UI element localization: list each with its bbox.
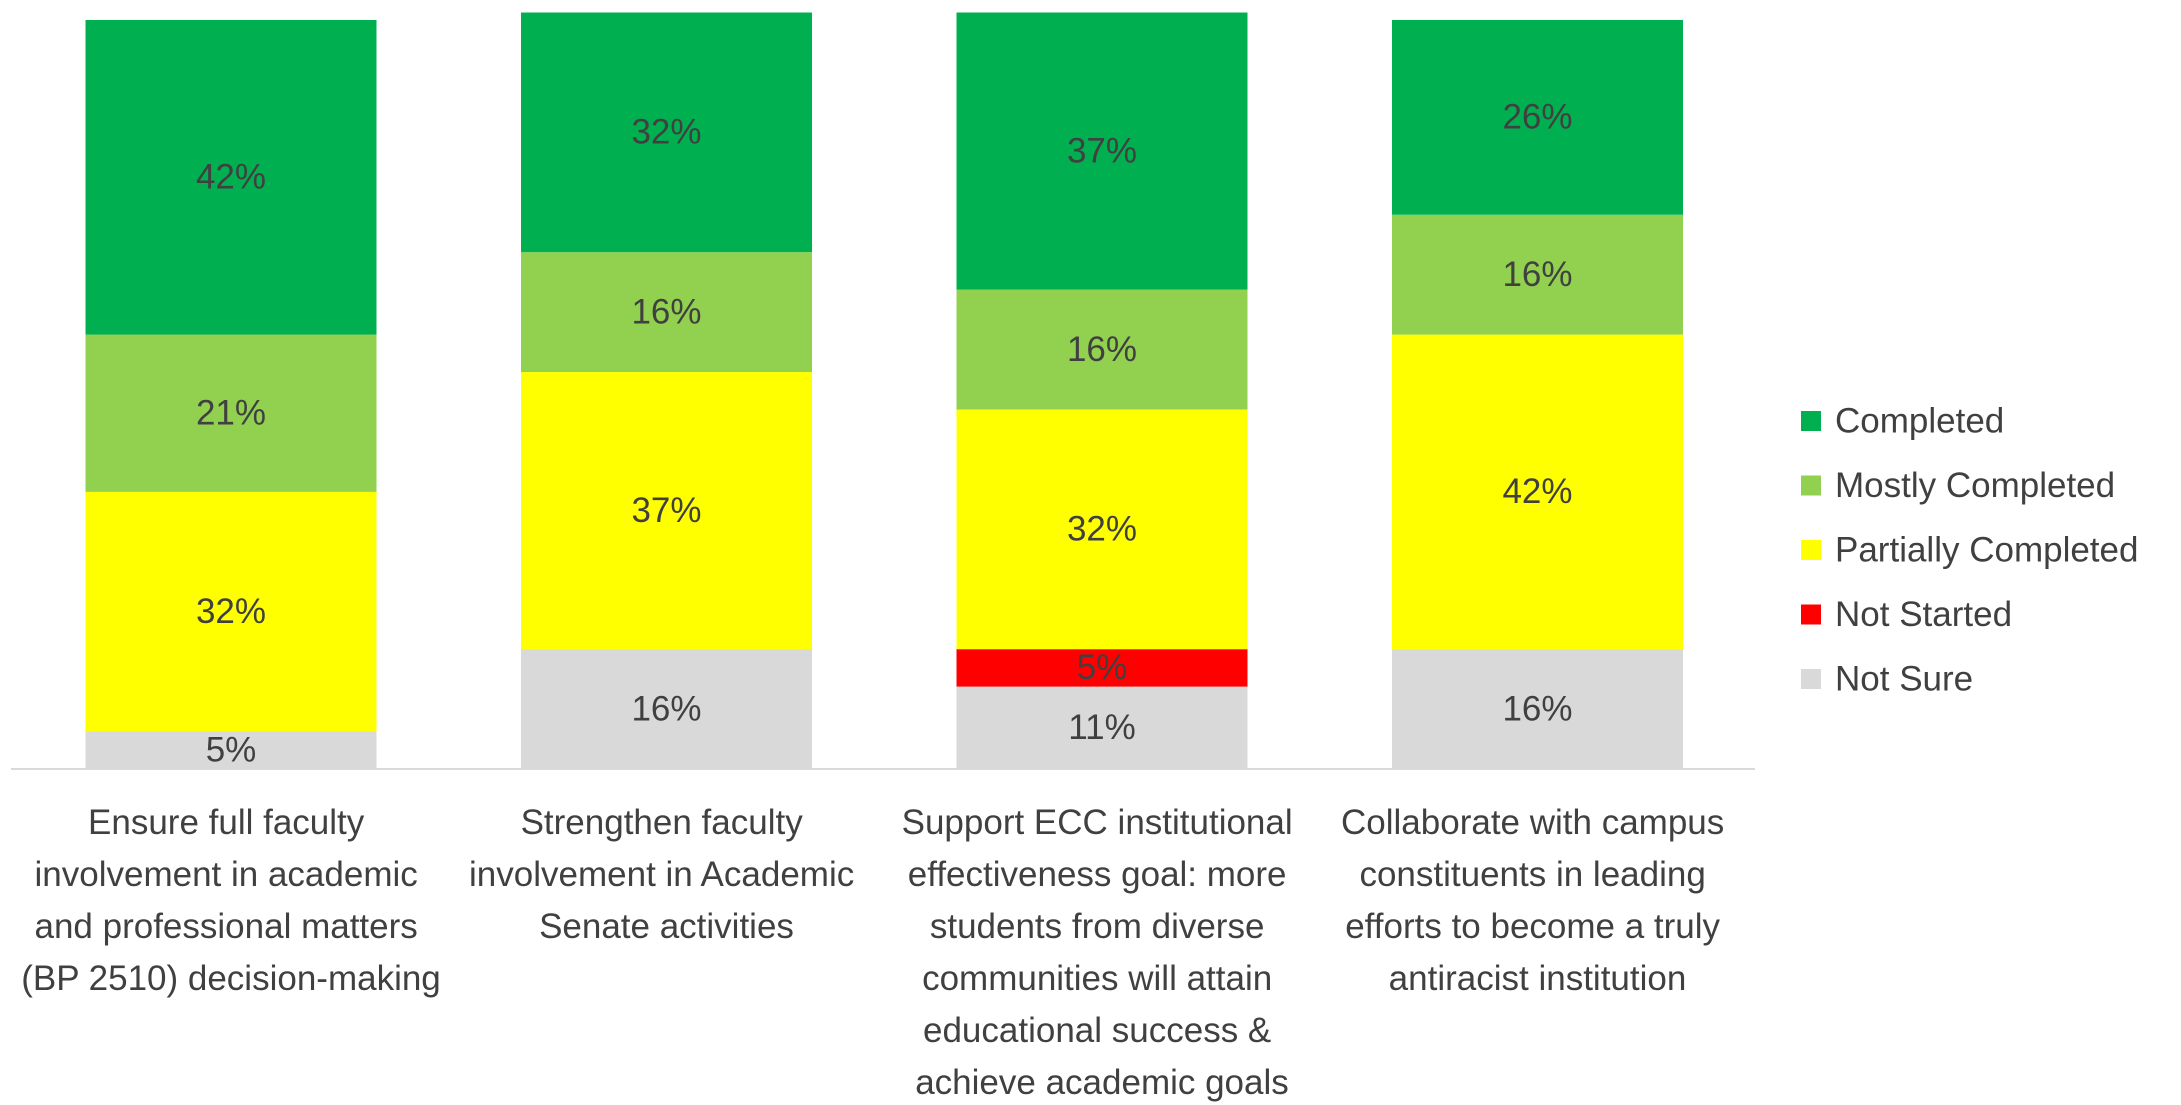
- legend-label: Partially Completed: [1835, 530, 2138, 569]
- data-label: 16%: [1067, 330, 1137, 369]
- bar-segment: [956, 686, 1248, 769]
- legend-swatch: [1801, 475, 1821, 496]
- x-tick-label: Ensure full faculty involvement in acade…: [21, 803, 441, 998]
- data-label: 16%: [1502, 689, 1572, 728]
- data-label: 16%: [631, 292, 701, 331]
- data-label: 16%: [631, 689, 701, 728]
- data-label: 5%: [1077, 648, 1128, 687]
- bar-segment: [85, 491, 377, 732]
- legend-label: Mostly Completed: [1835, 466, 2115, 505]
- data-label: 42%: [1502, 472, 1572, 511]
- bar-segment: [85, 731, 377, 769]
- data-label: 42%: [196, 158, 266, 197]
- data-label: 11%: [1068, 708, 1135, 747]
- data-label: 21%: [196, 393, 266, 432]
- x-tick-label: Support ECC institutional effectiveness …: [902, 803, 1303, 1102]
- bar-segment: [1392, 20, 1683, 215]
- legend-label: Not Sure: [1835, 659, 1973, 698]
- bar-segment: [956, 409, 1248, 650]
- bar-segment: [521, 252, 812, 373]
- bar-segment: [956, 12, 1248, 290]
- legend-swatch: [1801, 540, 1821, 560]
- bar-segment: [1392, 214, 1683, 335]
- data-label: 37%: [1067, 131, 1137, 170]
- legend-swatch: [1801, 669, 1821, 689]
- bar-segment: [1392, 334, 1683, 650]
- bar-segment: [521, 372, 812, 650]
- x-tick-label: Strengthen faculty involvement in Academ…: [469, 803, 864, 946]
- data-label: 32%: [1067, 510, 1137, 549]
- data-label: 32%: [631, 113, 701, 152]
- bar-segment: [85, 20, 377, 335]
- legend-swatch: [1801, 411, 1821, 431]
- data-label: 5%: [206, 731, 257, 770]
- legend-label: Completed: [1835, 401, 2004, 440]
- data-label: 16%: [1502, 255, 1572, 294]
- legend-swatch: [1801, 604, 1821, 625]
- bar-segment: [1392, 649, 1683, 769]
- legend-label: Not Started: [1835, 595, 2012, 634]
- bar-segment: [956, 649, 1248, 687]
- bar-segment: [956, 289, 1248, 410]
- x-tick-label: Collaborate with campus constituents in …: [1341, 803, 1734, 998]
- data-label: 37%: [631, 491, 701, 530]
- bar-segment: [85, 334, 377, 492]
- bar-segment: [521, 12, 812, 253]
- bar-segment: [521, 649, 812, 769]
- data-label: 32%: [196, 592, 266, 631]
- data-label: 26%: [1502, 98, 1572, 137]
